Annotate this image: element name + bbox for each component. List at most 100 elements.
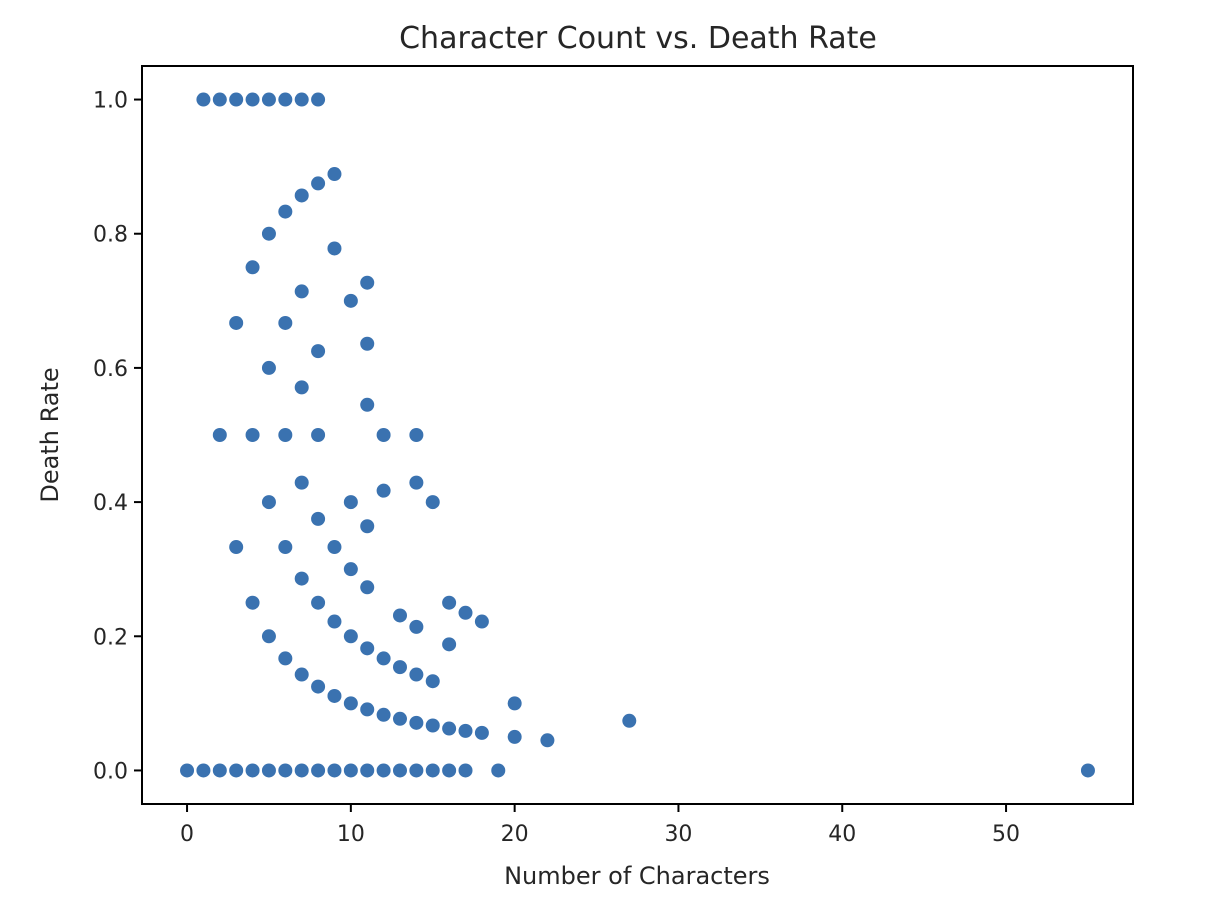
data-point (278, 92, 293, 107)
data-point (212, 428, 227, 442)
data-point (360, 580, 375, 595)
data-point (327, 241, 342, 256)
data-point (458, 763, 473, 778)
data-point (507, 729, 522, 744)
data-point (409, 763, 424, 778)
data-point (327, 688, 342, 703)
data-point (360, 336, 375, 351)
data-point (294, 475, 309, 490)
y-tick-label: 0.8 (93, 223, 128, 248)
data-point (507, 696, 522, 711)
data-point (474, 614, 489, 629)
data-point (294, 380, 309, 395)
data-point (343, 562, 358, 577)
data-point (212, 763, 227, 778)
data-point (360, 519, 375, 534)
data-point (261, 92, 276, 107)
data-point (294, 667, 309, 682)
data-point (311, 344, 326, 359)
data-point (376, 707, 391, 722)
data-point (409, 619, 424, 634)
data-point (294, 763, 309, 778)
data-point (229, 540, 244, 555)
data-point (343, 495, 358, 510)
data-point (294, 92, 309, 107)
x-tick-label: 30 (664, 822, 692, 847)
data-point (278, 204, 293, 219)
data-point (442, 637, 457, 652)
data-point (311, 595, 326, 610)
data-point (343, 763, 358, 778)
data-point (245, 595, 260, 610)
data-point (343, 696, 358, 711)
data-point (261, 629, 276, 644)
x-tick-label: 0 (180, 822, 194, 847)
data-point (294, 284, 309, 299)
data-point (376, 428, 391, 442)
data-point (229, 315, 244, 330)
data-point (392, 711, 407, 726)
data-point (343, 629, 358, 644)
plot-frame (141, 65, 1134, 805)
data-point (409, 428, 424, 442)
y-tick-label: 0.0 (93, 759, 128, 784)
data-point (392, 763, 407, 778)
data-point (360, 702, 375, 717)
data-point (442, 595, 457, 610)
x-axis-label: Number of Characters (504, 862, 770, 890)
data-point (425, 763, 440, 778)
chart-title: Character Count vs. Death Rate (399, 21, 877, 56)
data-point (540, 733, 555, 748)
data-point (327, 540, 342, 555)
data-point (327, 763, 342, 778)
data-point (409, 475, 424, 490)
data-point (180, 763, 195, 778)
data-point (311, 679, 326, 694)
data-point (311, 428, 326, 442)
y-axis-label: Death Rate (36, 367, 64, 502)
data-point (474, 725, 489, 740)
data-point (1080, 763, 1095, 778)
data-point (311, 763, 326, 778)
data-point (425, 674, 440, 689)
data-point (409, 715, 424, 730)
data-points (180, 92, 1095, 778)
data-point (196, 92, 211, 107)
data-point (245, 428, 260, 442)
data-point (622, 713, 637, 728)
data-point (278, 315, 293, 330)
data-point (327, 614, 342, 629)
data-point (442, 763, 457, 778)
x-tick-label: 10 (337, 822, 365, 847)
data-point (343, 293, 358, 308)
data-point (458, 605, 473, 620)
data-point (278, 428, 293, 442)
data-point (278, 540, 293, 555)
data-point (245, 260, 260, 275)
data-point (360, 763, 375, 778)
data-point (245, 92, 260, 107)
y-tick-label: 0.4 (93, 491, 128, 516)
data-point (491, 763, 506, 778)
data-point (458, 723, 473, 738)
data-point (294, 188, 309, 203)
data-point (311, 176, 326, 191)
data-point (376, 763, 391, 778)
data-point (376, 483, 391, 498)
x-tick-label: 50 (992, 822, 1020, 847)
data-point (261, 360, 276, 375)
data-point (376, 651, 391, 666)
x-tick-label: 20 (501, 822, 529, 847)
data-point (425, 718, 440, 733)
data-point (278, 651, 293, 666)
data-point (294, 571, 309, 586)
y-tick-label: 0.2 (93, 625, 128, 650)
data-point (392, 608, 407, 623)
y-axis-ticks: 0.0 0.2 0.4 0.6 0.8 1.0 (93, 89, 142, 784)
data-point (409, 667, 424, 682)
data-point (327, 167, 342, 182)
data-point (245, 763, 260, 778)
data-point (261, 226, 276, 241)
data-point (261, 495, 276, 510)
